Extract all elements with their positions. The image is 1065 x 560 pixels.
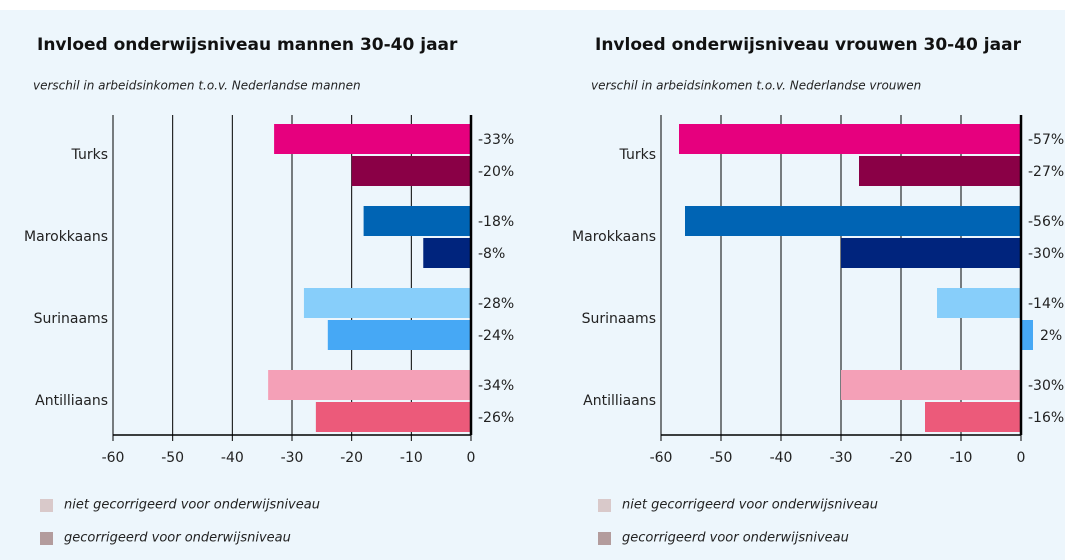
value-label: -30% (1028, 378, 1064, 394)
value-label: -27% (1028, 164, 1064, 180)
bar (327, 320, 471, 350)
chart-subtitle: verschil in arbeidsinkomen t.o.v. Nederl… (591, 79, 921, 93)
x-tick-label: 0 (1017, 450, 1026, 466)
y-tick-label: Surinaams (582, 311, 656, 327)
x-tick-label: 0 (467, 450, 476, 466)
legend-swatch (40, 532, 53, 545)
value-label: 2% (1040, 328, 1062, 344)
value-label: -57% (1028, 132, 1064, 148)
bar (859, 156, 1021, 186)
legend-swatch (598, 499, 611, 512)
bar (351, 156, 471, 186)
bar (925, 402, 1021, 432)
bar (841, 238, 1021, 268)
y-tick-label: Marokkaans (24, 229, 108, 245)
x-tick-label: -40 (221, 450, 244, 466)
value-label: -34% (478, 378, 514, 394)
y-tick-label: Marokkaans (572, 229, 656, 245)
x-tick-label: -10 (950, 450, 973, 466)
legend-label: niet gecorrigeerd voor onderwijsniveau (64, 498, 320, 513)
x-tick-label: -60 (650, 450, 673, 466)
value-label: -16% (1028, 410, 1064, 426)
value-label: -28% (478, 296, 514, 312)
x-tick-label: -20 (890, 450, 913, 466)
legend-label: gecorrigeerd voor onderwijsniveau (622, 531, 849, 546)
bar (303, 288, 471, 318)
y-tick-label: Antilliaans (583, 393, 656, 409)
bar (685, 206, 1021, 236)
y-tick-label: Turks (619, 147, 656, 163)
legend-label: niet gecorrigeerd voor onderwijsniveau (622, 498, 878, 513)
value-label: -8% (478, 246, 505, 262)
x-tick-label: -10 (400, 450, 423, 466)
legend-swatch (598, 532, 611, 545)
value-label: -30% (1028, 246, 1064, 262)
value-label: -26% (478, 410, 514, 426)
legend-label: gecorrigeerd voor onderwijsniveau (64, 531, 291, 546)
chart-title: Invloed onderwijsniveau vrouwen 30-40 ja… (595, 35, 1022, 55)
y-tick-label: Surinaams (34, 311, 108, 327)
value-label: -33% (478, 132, 514, 148)
value-label: -24% (478, 328, 514, 344)
y-tick-label: Antilliaans (35, 393, 108, 409)
bar (315, 402, 471, 432)
x-tick-label: -40 (770, 450, 793, 466)
x-tick-label: -50 (161, 450, 184, 466)
bar (841, 370, 1021, 400)
legend-swatch (40, 499, 53, 512)
bar (268, 370, 471, 400)
value-label: -14% (1028, 296, 1064, 312)
bar (423, 238, 471, 268)
bar (363, 206, 471, 236)
chart-title: Invloed onderwijsniveau mannen 30-40 jaa… (37, 35, 458, 55)
bar (274, 124, 471, 154)
y-tick-label: Turks (71, 147, 108, 163)
value-label: -18% (478, 214, 514, 230)
chart-subtitle: verschil in arbeidsinkomen t.o.v. Nederl… (33, 79, 361, 93)
x-tick-label: -50 (710, 450, 733, 466)
x-tick-label: -30 (830, 450, 853, 466)
bar (937, 288, 1021, 318)
x-tick-label: -20 (340, 450, 363, 466)
value-label: -56% (1028, 214, 1064, 230)
x-tick-label: -60 (102, 450, 125, 466)
bar (679, 124, 1021, 154)
value-label: -20% (478, 164, 514, 180)
top-strip (0, 0, 1065, 10)
bar (1021, 320, 1033, 350)
x-tick-label: -30 (281, 450, 304, 466)
